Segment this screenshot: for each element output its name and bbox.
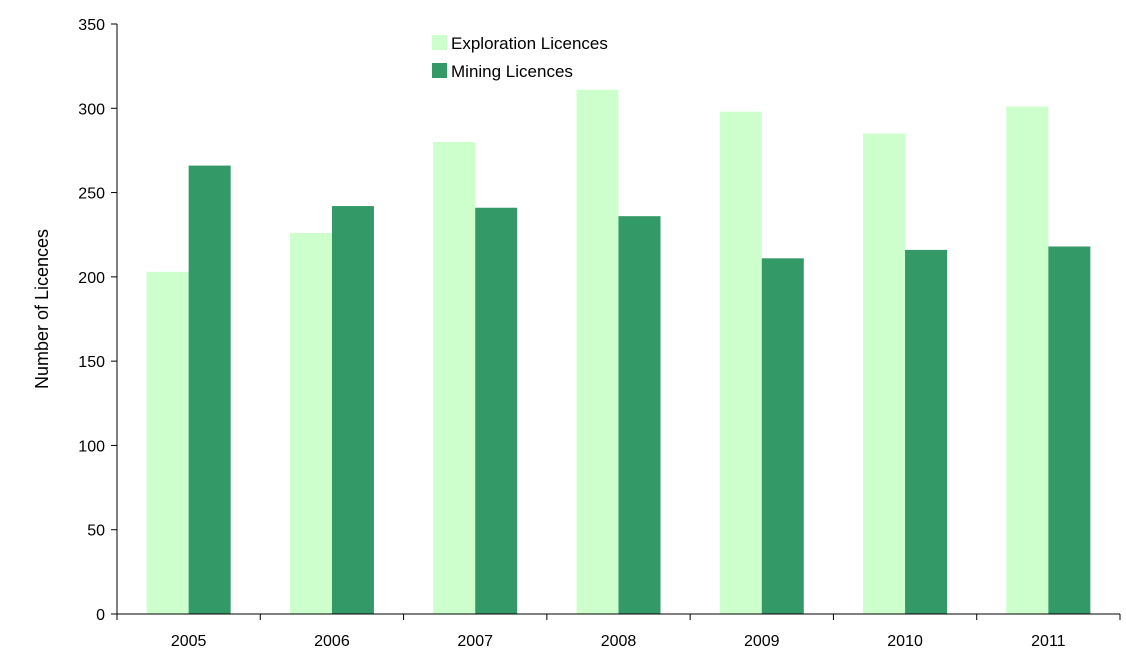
bar-mining-licences-2007 (475, 207, 518, 614)
x-axis: 2005 2006 2007 2008 2009 2010 2011 (116, 613, 1121, 650)
x-tick-label: 2006 (314, 633, 350, 650)
x-tick-label: 2007 (457, 633, 493, 650)
y-tick-label: 200 (78, 270, 105, 287)
bar-mining-licences-2011 (1048, 246, 1091, 614)
bar-exploration-licences-2009 (719, 111, 762, 615)
y-tick-label: 250 (78, 186, 105, 203)
legend: Exploration Licences Mining Licences (432, 34, 608, 81)
y-tick-label: 150 (78, 354, 105, 371)
bar-exploration-licences-2010 (863, 133, 906, 615)
y-tick-label: 100 (78, 438, 105, 455)
plot-area (146, 89, 1091, 615)
y-tick-label: 50 (87, 523, 105, 540)
y-axis-title: Number of Licences (32, 229, 52, 389)
bar-mining-licences-2008 (618, 216, 661, 614)
bar-exploration-licences-2011 (1006, 106, 1049, 614)
y-tick-label: 350 (78, 17, 105, 34)
x-tick-label: 2011 (1031, 633, 1066, 650)
y-tick-label: 300 (78, 101, 105, 118)
y-tick-label: 0 (96, 607, 105, 624)
bar-exploration-licences-2007 (433, 142, 476, 614)
y-axis: 0 50 100 150 200 250 300 350 (78, 17, 118, 624)
x-tick-label: 2009 (744, 633, 780, 650)
legend-swatch-mining-licences (432, 63, 447, 78)
legend-label-exploration-licences: Exploration Licences (451, 34, 608, 53)
x-tick-label: 2005 (171, 633, 207, 650)
bar-mining-licences-2009 (761, 258, 804, 614)
bar-mining-licences-2005 (188, 165, 231, 614)
bar-mining-licences-2006 (331, 206, 374, 615)
bar-exploration-licences-2008 (576, 89, 619, 614)
bar-exploration-licences-2006 (289, 233, 332, 614)
legend-swatch-exploration-licences (432, 35, 447, 50)
legend-label-mining-licences: Mining Licences (451, 62, 573, 81)
x-tick-label: 2008 (601, 633, 637, 650)
bar-exploration-licences-2005 (146, 271, 189, 614)
x-tick-label: 2010 (887, 633, 923, 650)
bar-mining-licences-2010 (905, 249, 948, 614)
